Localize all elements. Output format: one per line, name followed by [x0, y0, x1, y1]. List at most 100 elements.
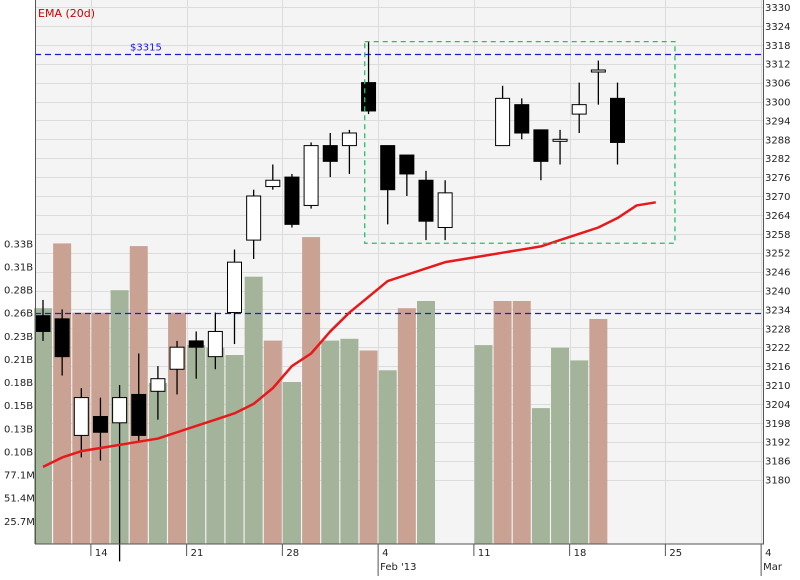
volume-bar [570, 360, 589, 544]
volume-bar [512, 301, 531, 544]
candle-body [265, 179, 281, 188]
date-tick-label: 4 [765, 548, 771, 559]
date-tick-label: 14 [95, 548, 108, 559]
price-tick-label: 3276 [765, 173, 790, 184]
candle-body [303, 145, 319, 206]
candle-body [227, 261, 242, 314]
candle [571, 82, 587, 133]
candle [284, 173, 300, 228]
volume-tick-label: 0.18B [4, 378, 33, 389]
candle [533, 129, 549, 181]
price-tick-label: 3186 [765, 457, 790, 468]
volume-tick-label: 0.31B [4, 262, 33, 273]
price-tick-label: 3252 [765, 249, 790, 260]
price-axis: 3180 3186 3192 3198 3204 3210 3216 3222 3228 3234… [765, 3, 790, 487]
reference-lines: $3315 [35, 43, 763, 315]
candle [322, 133, 338, 178]
candle [54, 309, 70, 376]
volume-tick-label: 0.10B [4, 447, 33, 458]
selection-rectangle[interactable] [364, 41, 676, 244]
candle [399, 154, 415, 196]
price-tick-label: 3258 [765, 230, 790, 241]
candle [92, 397, 108, 461]
price-tick-label: 3198 [765, 419, 790, 430]
selection-box[interactable] [364, 41, 676, 244]
candle-body [495, 97, 511, 147]
volume-bar [187, 345, 206, 544]
period-label: Mar [763, 562, 783, 573]
volume-tick-label: 0.23B [4, 332, 33, 343]
date-tick-label: 11 [478, 548, 491, 559]
price-tick-label: 3216 [765, 362, 790, 373]
candle-body [571, 104, 587, 115]
candle [341, 129, 357, 174]
price-tick-label: 3228 [765, 324, 790, 335]
volume-tick-label: 0.26B [4, 309, 33, 320]
price-tick-label: 3306 [765, 79, 790, 90]
volume-axis: 25.7M 51.4M 77.1M 0.10B 0.13B 0.15B 0.18B 0.21B… [4, 239, 35, 528]
price-tick-label: 3264 [765, 211, 790, 222]
date-tick-label: 4 [382, 548, 388, 559]
candle-body [35, 315, 51, 332]
volume-tick-label: 0.13B [4, 424, 33, 435]
candle [610, 82, 625, 165]
volume-bar [340, 338, 359, 544]
volume-bar [589, 319, 608, 544]
volume-bar [493, 301, 512, 544]
candle-body [590, 69, 606, 73]
candle-body [169, 346, 185, 370]
candle [380, 145, 396, 225]
price-tick-label: 3222 [765, 343, 790, 354]
candle [437, 180, 453, 241]
plot-frame [35, 0, 764, 545]
candles [35, 41, 625, 562]
period-label: Feb '13 [380, 562, 416, 573]
candle [514, 98, 530, 140]
date-tick-label: 25 [669, 548, 682, 559]
candle [188, 331, 204, 379]
candle-body [514, 104, 530, 134]
date-tick-label: 21 [191, 548, 204, 559]
price-tick-label: 3324 [765, 22, 790, 33]
volume-bar [282, 382, 301, 544]
volume-bar [206, 347, 225, 544]
candle-body [418, 179, 434, 222]
volume-tick-label: 0.28B [4, 286, 33, 297]
volume-bar [225, 355, 244, 544]
ema-line [42, 201, 657, 469]
volume-tick-label: 51.4M [4, 494, 35, 505]
volume-tick-label: 25.7M [4, 517, 35, 528]
volume-bar [378, 370, 397, 544]
candle-body [610, 97, 625, 143]
date-tick-label: 18 [574, 548, 587, 559]
ema-legend-label: EMA (20d) [38, 7, 95, 20]
volume-bar [148, 382, 167, 544]
ema-series [42, 201, 657, 469]
volume-bar [551, 347, 570, 544]
price-tick-label: 3234 [765, 305, 790, 316]
price-tick-label: 3288 [765, 135, 790, 146]
candle [590, 60, 606, 105]
candle [207, 312, 223, 370]
candle-body [246, 195, 262, 241]
candle-body [112, 397, 128, 424]
candle [227, 249, 242, 345]
candle-body [54, 318, 70, 358]
price-tick-label: 3204 [765, 400, 790, 411]
candle-body [284, 176, 300, 225]
candle [150, 366, 166, 420]
volume-bar [359, 350, 378, 544]
candle-body [207, 330, 223, 358]
candle [303, 142, 319, 209]
candle-body [322, 145, 338, 162]
price-tick-label: 3240 [765, 287, 790, 298]
reference-line-label: $3315 [130, 43, 162, 54]
volume-bar [168, 312, 187, 544]
candle-body [361, 82, 377, 112]
price-tick-label: 3282 [765, 154, 790, 165]
candle [495, 85, 511, 147]
candle [552, 129, 568, 165]
candle-body [380, 145, 396, 191]
candle-body [73, 397, 89, 436]
volume-bars [34, 237, 608, 544]
